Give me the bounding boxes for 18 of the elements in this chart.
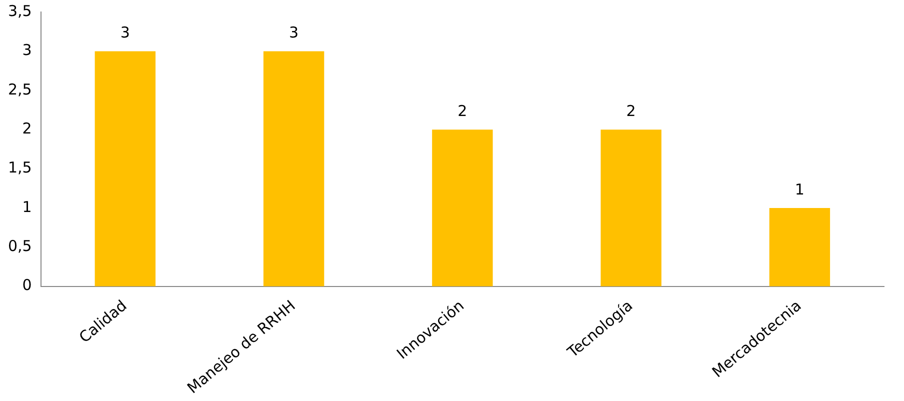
y-tick-label: 3 <box>22 41 32 60</box>
bar <box>94 51 156 286</box>
data-label: 3 <box>120 24 130 42</box>
data-label: 3 <box>289 24 299 42</box>
data-label: 1 <box>794 180 804 198</box>
data-label: 2 <box>626 102 636 120</box>
y-tick-label: 2 <box>22 119 32 138</box>
y-tick-label: 1 <box>22 198 32 216</box>
y-tick-label: 0 <box>22 276 32 294</box>
data-label: 2 <box>458 102 468 120</box>
bar <box>263 51 324 286</box>
y-tick-label: 2,5 <box>8 80 32 98</box>
y-tick-label: 3,5 <box>8 2 32 20</box>
y-tick-label: 0,5 <box>8 237 32 256</box>
bar <box>432 130 493 286</box>
bar <box>769 208 830 286</box>
y-tick-label: 1,5 <box>8 158 32 177</box>
bar <box>600 130 662 286</box>
